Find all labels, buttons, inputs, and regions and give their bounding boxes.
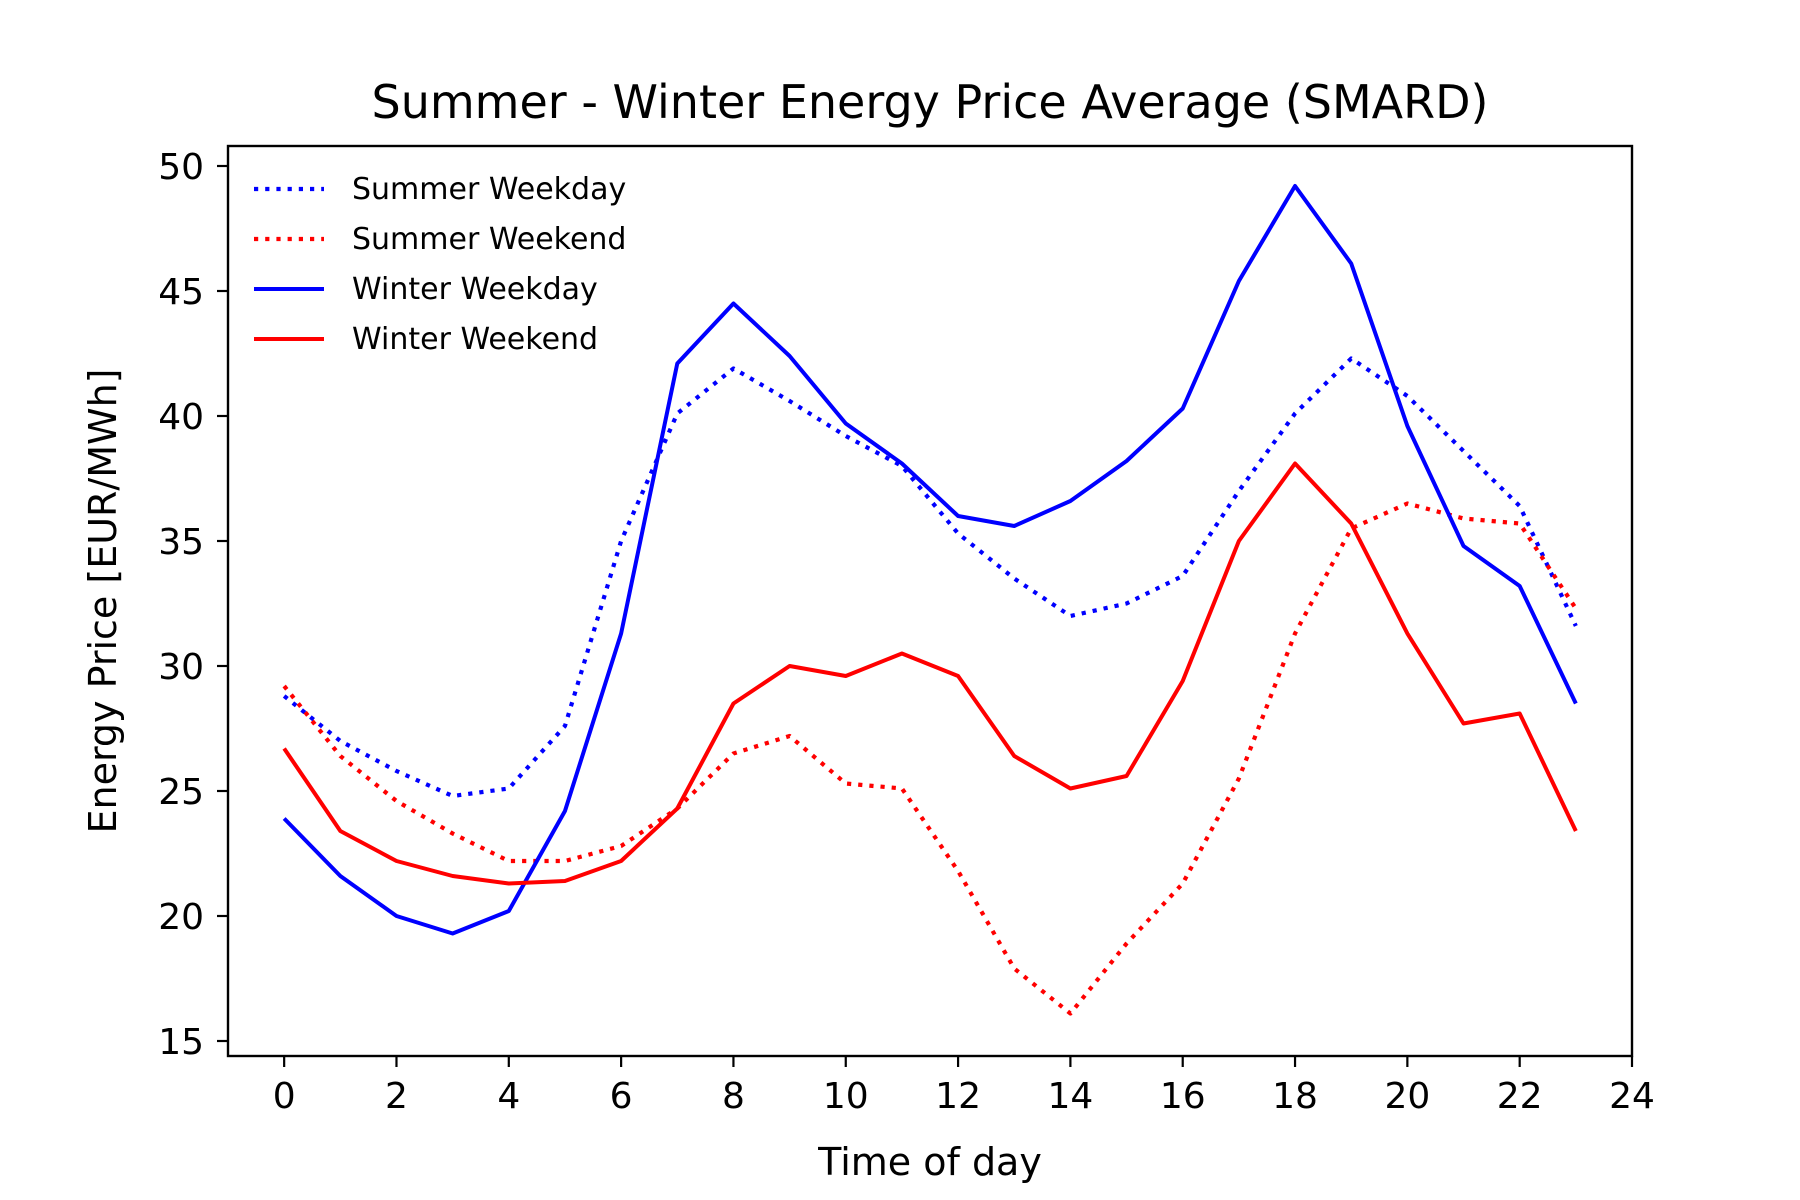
y-tick-label: 30: [158, 647, 204, 688]
y-tick-label: 25: [158, 772, 204, 813]
x-tick-label: 4: [497, 1076, 520, 1117]
x-axis-label: Time of day: [817, 1140, 1042, 1184]
series-line-summer-weekday: [282, 356, 1578, 799]
y-tick-label: 45: [158, 272, 204, 313]
x-tick-label: 20: [1384, 1076, 1430, 1117]
x-tick-label: 22: [1497, 1076, 1543, 1117]
legend-label: Summer Weekday: [352, 172, 626, 207]
x-tick-label: 8: [722, 1076, 745, 1117]
series-layer: [282, 184, 1578, 1016]
y-axis-label: Energy Price [EUR/MWh]: [81, 368, 125, 833]
y-tick-label: 40: [158, 397, 204, 438]
y-axis: 15 20 25 30 35 40 45 50: [158, 147, 228, 1063]
legend: Summer Weekday Summer Weekend Winter Weekd…: [254, 172, 626, 357]
y-tick-label: 50: [158, 147, 204, 188]
y-tick-label: 20: [158, 897, 204, 938]
y-tick-label: 15: [158, 1022, 204, 1063]
x-tick-label: 10: [823, 1076, 869, 1117]
x-axis: 0 2 4 6 8 10 12 14 16 18 20 22 24: [273, 1056, 1655, 1117]
series-line-winter-weekend: [282, 461, 1578, 886]
y-tick-label: 35: [158, 522, 204, 563]
legend-label: Summer Weekend: [352, 222, 626, 257]
x-tick-label: 18: [1272, 1076, 1318, 1117]
x-tick-label: 14: [1047, 1076, 1093, 1117]
legend-label: Winter Weekday: [352, 272, 598, 307]
x-tick-label: 6: [610, 1076, 633, 1117]
x-tick-label: 24: [1609, 1076, 1655, 1117]
legend-label: Winter Weekend: [352, 322, 598, 357]
x-tick-label: 12: [935, 1076, 981, 1117]
series-line-winter-weekday: [282, 184, 1578, 936]
plot-frame: [226, 144, 1634, 1058]
chart-title: Summer - Winter Energy Price Average (SM…: [372, 75, 1489, 129]
x-tick-label: 2: [385, 1076, 408, 1117]
x-tick-label: 16: [1160, 1076, 1206, 1117]
x-tick-label: 0: [273, 1076, 296, 1117]
